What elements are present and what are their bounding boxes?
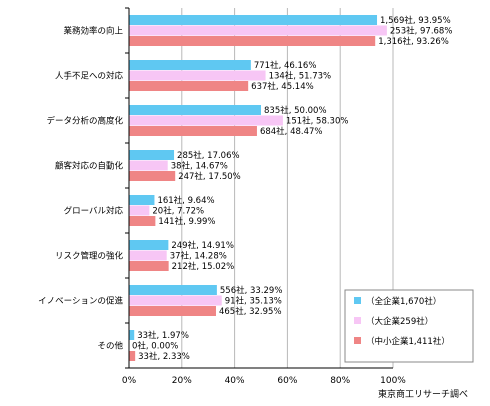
bar (129, 295, 222, 306)
axes (125, 7, 393, 369)
data-label: 212社, 15.02% (172, 261, 235, 272)
data-label: 684社, 48.47% (260, 126, 323, 137)
bar (129, 216, 156, 226)
category-label: その他 (97, 341, 123, 352)
category-label: イノベーションの促進 (38, 296, 123, 307)
bar (129, 25, 387, 36)
data-label: 37社, 14.28% (170, 251, 227, 262)
bar (129, 261, 169, 271)
source-note: 東京商工リサーチ調べ (377, 390, 468, 400)
legend: （全企業1,670社） （大企業259社） （中小企業1,411社） (344, 289, 474, 363)
x-tick-label: 80% (330, 376, 350, 386)
bar (129, 81, 249, 91)
x-tick-label: 40% (225, 376, 245, 386)
data-label: 134社, 51.73% (269, 71, 332, 82)
bar (129, 250, 167, 261)
data-label: 38社, 14.67% (171, 161, 228, 172)
bar (129, 306, 216, 316)
data-label: 141社, 9.99% (158, 216, 215, 227)
data-label: 835社, 50.00% (264, 105, 327, 116)
data-label: 33社, 1.97% (137, 330, 189, 341)
category-labels: 業務効率の向上人手不足への対応データ分析の高度化顧客対応の自動化グローバル対応リ… (38, 26, 123, 352)
data-label: 0社, 0.00% (132, 341, 178, 352)
bar (129, 126, 257, 136)
legend-label: （全企業1,670社） (366, 296, 441, 307)
bar (129, 240, 169, 250)
legend-label: （大企業259社） (366, 316, 433, 327)
bar (129, 205, 150, 216)
bar (129, 150, 175, 160)
category-label: データ分析の高度化 (46, 116, 123, 127)
data-label: 247社, 17.50% (178, 171, 241, 182)
category-label: グローバル対応 (64, 206, 124, 217)
bar (129, 60, 251, 70)
x-tick-label: 100% (380, 376, 406, 386)
data-label: 637社, 45.14% (251, 81, 314, 92)
bar (129, 195, 155, 205)
bar (129, 115, 283, 126)
legend-swatch (354, 337, 361, 344)
x-tick-label: 60% (277, 376, 297, 386)
bar (129, 36, 376, 46)
data-label: 253社, 97.68% (390, 26, 453, 37)
data-label: 1,316社, 93.26% (378, 36, 449, 47)
data-label: 161社, 9.64% (157, 195, 214, 206)
data-label: 556社, 33.29% (220, 285, 283, 296)
data-label: 249社, 14.91% (171, 240, 234, 251)
legend-swatch (354, 297, 361, 304)
legend-box (344, 289, 474, 363)
data-label: 20社, 7.72% (152, 206, 204, 217)
data-label: 465社, 32.95% (219, 306, 282, 317)
bar (129, 15, 378, 25)
x-tick-label: 20% (172, 376, 192, 386)
legend-swatch (354, 317, 361, 324)
category-label: 業務効率の向上 (63, 26, 123, 37)
category-label: 顧客対応の自動化 (55, 161, 124, 172)
bars: 1,569社, 93.95%253社, 97.68%1,316社, 93.26%… (129, 15, 452, 362)
bar (129, 351, 136, 361)
x-tick-label: 0% (122, 376, 137, 386)
data-label: 1,569社, 93.95% (380, 15, 451, 26)
bar (129, 330, 135, 340)
data-label: 91社, 35.13% (225, 296, 282, 307)
data-label: 151社, 58.30% (286, 116, 349, 127)
x-tick-labels: 0% 20% 40% 60% 80% 100% (122, 376, 406, 386)
bar (129, 70, 266, 81)
bar (129, 160, 168, 171)
data-label: 33社, 2.33% (138, 351, 190, 362)
data-label: 285社, 17.06% (177, 150, 240, 161)
category-label: 人手不足への対応 (55, 71, 124, 82)
category-label: リスク管理の強化 (55, 251, 124, 262)
legend-label: （中小企業1,411社） (366, 336, 450, 347)
bar (129, 285, 217, 295)
bar (129, 171, 176, 181)
bar (129, 105, 261, 115)
data-label: 771社, 46.16% (254, 60, 317, 71)
